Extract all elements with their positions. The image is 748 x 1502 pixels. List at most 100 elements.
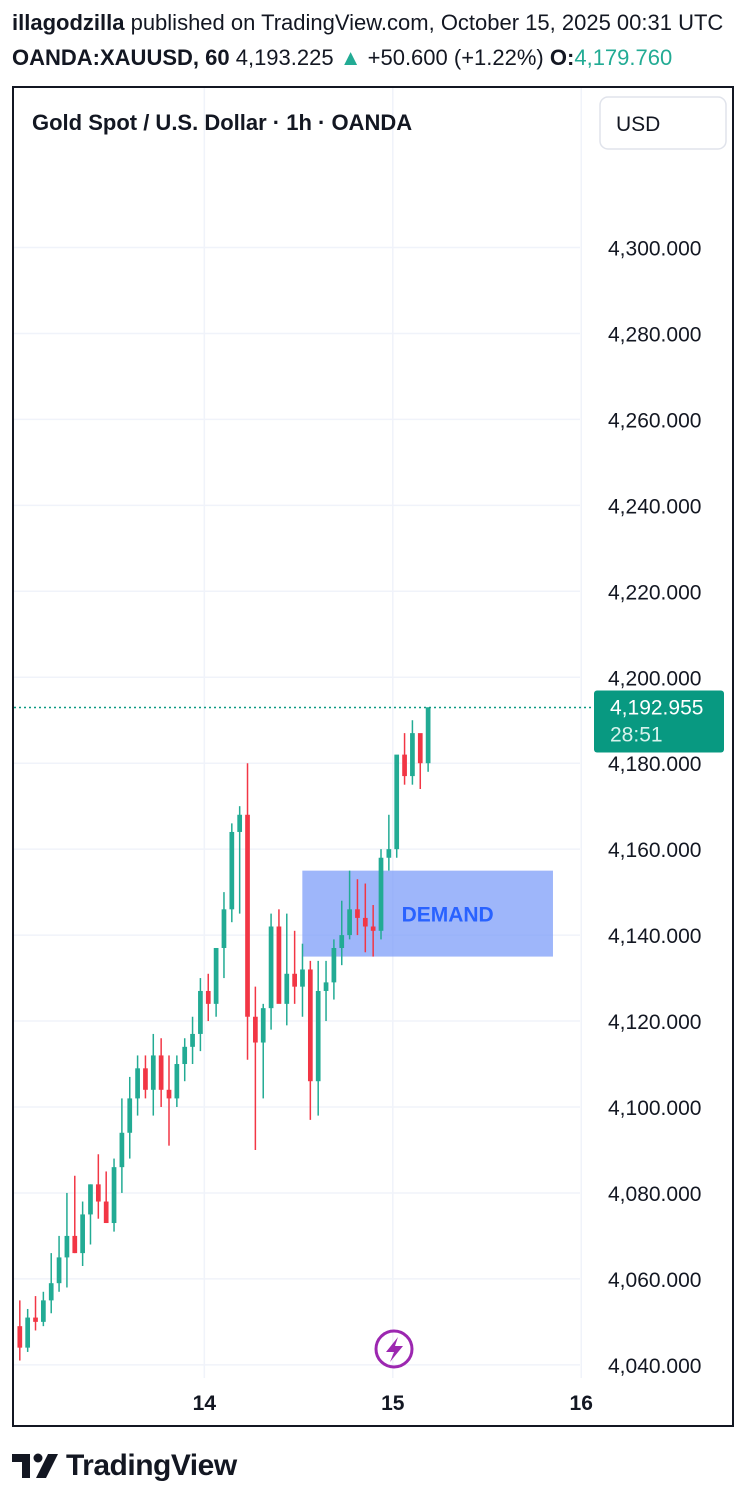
candle-body xyxy=(315,990,321,1082)
price-tick-label: 4,180.000 xyxy=(608,753,701,776)
candle-body xyxy=(339,935,345,948)
price-axis: 4,300.000 4,280.000 4,260.000 4,240.000 4,22… xyxy=(608,238,701,1378)
candle-body xyxy=(362,917,368,927)
candle-body xyxy=(292,973,297,987)
candle-body xyxy=(213,947,219,1004)
candle-body xyxy=(425,707,431,764)
price-tick-label: 4,280.000 xyxy=(608,323,701,346)
candle-body xyxy=(143,1068,148,1090)
current-price: 4,193.225 xyxy=(235,45,334,70)
candle-body xyxy=(150,1055,156,1090)
price-tick-label: 4,160.000 xyxy=(608,839,701,862)
price-tick-label: 4,240.000 xyxy=(608,495,701,518)
candle-body xyxy=(347,909,352,936)
candle-body xyxy=(284,973,290,1004)
candle-body xyxy=(378,857,384,931)
candle-body xyxy=(237,814,243,832)
candle-body xyxy=(386,849,392,858)
price-chart[interactable]: 4,300.000 4,280.000 4,260.000 4,240.000 4,22… xyxy=(14,88,732,1425)
candle-body xyxy=(103,1201,109,1224)
lightning-icon[interactable] xyxy=(374,1329,414,1369)
chart-frame[interactable]: 4,300.000 4,280.000 4,260.000 4,240.000 4,22… xyxy=(12,86,734,1427)
candle-body xyxy=(394,754,400,850)
price-tick-label: 4,080.000 xyxy=(608,1183,701,1206)
last-price-line: 4,192.955 28:51 xyxy=(14,690,724,753)
chart-title: Gold Spot / U.S. Dollar · 1h · OANDA xyxy=(32,110,412,135)
price-tick-label: 4,100.000 xyxy=(608,1097,701,1120)
price-tick-label: 4,300.000 xyxy=(608,238,701,261)
open-value: 4,179.760 xyxy=(574,45,673,70)
candle-body xyxy=(41,1300,46,1322)
candle-body xyxy=(158,1055,164,1090)
time-tick-label: 16 xyxy=(570,1392,593,1415)
price-tick-label: 4,040.000 xyxy=(608,1355,701,1378)
candle-body xyxy=(80,1214,85,1254)
candle-body xyxy=(268,926,274,1009)
candle-body xyxy=(166,1089,172,1099)
price-tick-label: 4,120.000 xyxy=(608,1011,701,1034)
demand-zone-box xyxy=(302,870,553,957)
candles xyxy=(17,707,431,1361)
candle-body xyxy=(229,831,235,910)
candle-body xyxy=(331,947,337,983)
candle-body xyxy=(127,1098,133,1133)
candle-body xyxy=(119,1132,125,1168)
candle-body xyxy=(17,1326,23,1348)
symbol-info: OANDA:XAUUSD, 60 4,193.225 ▲ +50.600 (+1… xyxy=(12,44,672,72)
tradingview-logo[interactable]: TradingView xyxy=(12,1448,237,1484)
candle-body xyxy=(56,1257,62,1284)
time-tick-label: 15 xyxy=(381,1392,405,1415)
tradingview-wordmark: TradingView xyxy=(66,1449,237,1482)
price-tick-label: 4,060.000 xyxy=(608,1269,701,1292)
published-text: published on TradingView.com, October 15… xyxy=(124,10,724,35)
candle-body xyxy=(190,1033,195,1047)
publish-info: illagodzilla published on TradingView.co… xyxy=(12,9,723,37)
candle-body xyxy=(205,990,211,1004)
candle-body xyxy=(88,1184,93,1215)
candle-body xyxy=(245,814,250,1017)
tradingview-logo-icon xyxy=(12,1453,58,1478)
change-arrow-icon: ▲ xyxy=(339,45,362,70)
price-tick-label: 4,140.000 xyxy=(608,925,701,948)
candle-body xyxy=(135,1068,140,1099)
candle-body xyxy=(48,1283,54,1301)
price-change: +50.600 (+1.22%) xyxy=(367,45,544,70)
candle-body xyxy=(370,926,376,931)
candle-body xyxy=(198,990,203,1034)
candle-body xyxy=(402,754,407,777)
bar-countdown-label: 28:51 xyxy=(610,724,663,747)
candle-body xyxy=(64,1235,70,1258)
currency-button[interactable]: USD xyxy=(599,96,727,150)
open-label: O: xyxy=(549,45,575,70)
last-price-badge xyxy=(594,690,724,753)
candle-body xyxy=(33,1317,38,1322)
candle-body xyxy=(72,1235,78,1254)
candle-body xyxy=(307,969,313,1082)
candle-body xyxy=(111,1167,117,1224)
candle-body xyxy=(253,1016,258,1043)
candle-body xyxy=(276,926,282,1004)
candle-body xyxy=(417,733,423,764)
time-tick-label: 14 xyxy=(193,1392,217,1415)
price-tick-label: 4,220.000 xyxy=(608,581,701,604)
demand-zone: DEMAND xyxy=(302,870,553,957)
author-name: illagodzilla xyxy=(12,10,125,35)
symbol-label: OANDA:XAUUSD, 60 xyxy=(12,45,230,70)
candle-body xyxy=(174,1064,180,1099)
time-axis: 14 15 16 xyxy=(193,1392,593,1415)
currency-label: USD xyxy=(616,113,660,136)
demand-zone-label: DEMAND xyxy=(402,904,494,927)
candle-body xyxy=(182,1046,188,1065)
candle-body xyxy=(323,982,329,991)
price-tick-label: 4,260.000 xyxy=(608,409,701,432)
candle-body xyxy=(410,733,415,777)
candle-body xyxy=(260,1008,266,1043)
candle-body xyxy=(355,909,360,918)
candle-body xyxy=(300,969,305,987)
candle-body xyxy=(25,1317,31,1348)
candle-body xyxy=(221,909,227,948)
grid-lines xyxy=(14,88,582,1378)
candle-body xyxy=(95,1184,101,1202)
last-price-label: 4,192.955 xyxy=(610,697,703,720)
price-tick-label: 4,200.000 xyxy=(608,667,701,690)
